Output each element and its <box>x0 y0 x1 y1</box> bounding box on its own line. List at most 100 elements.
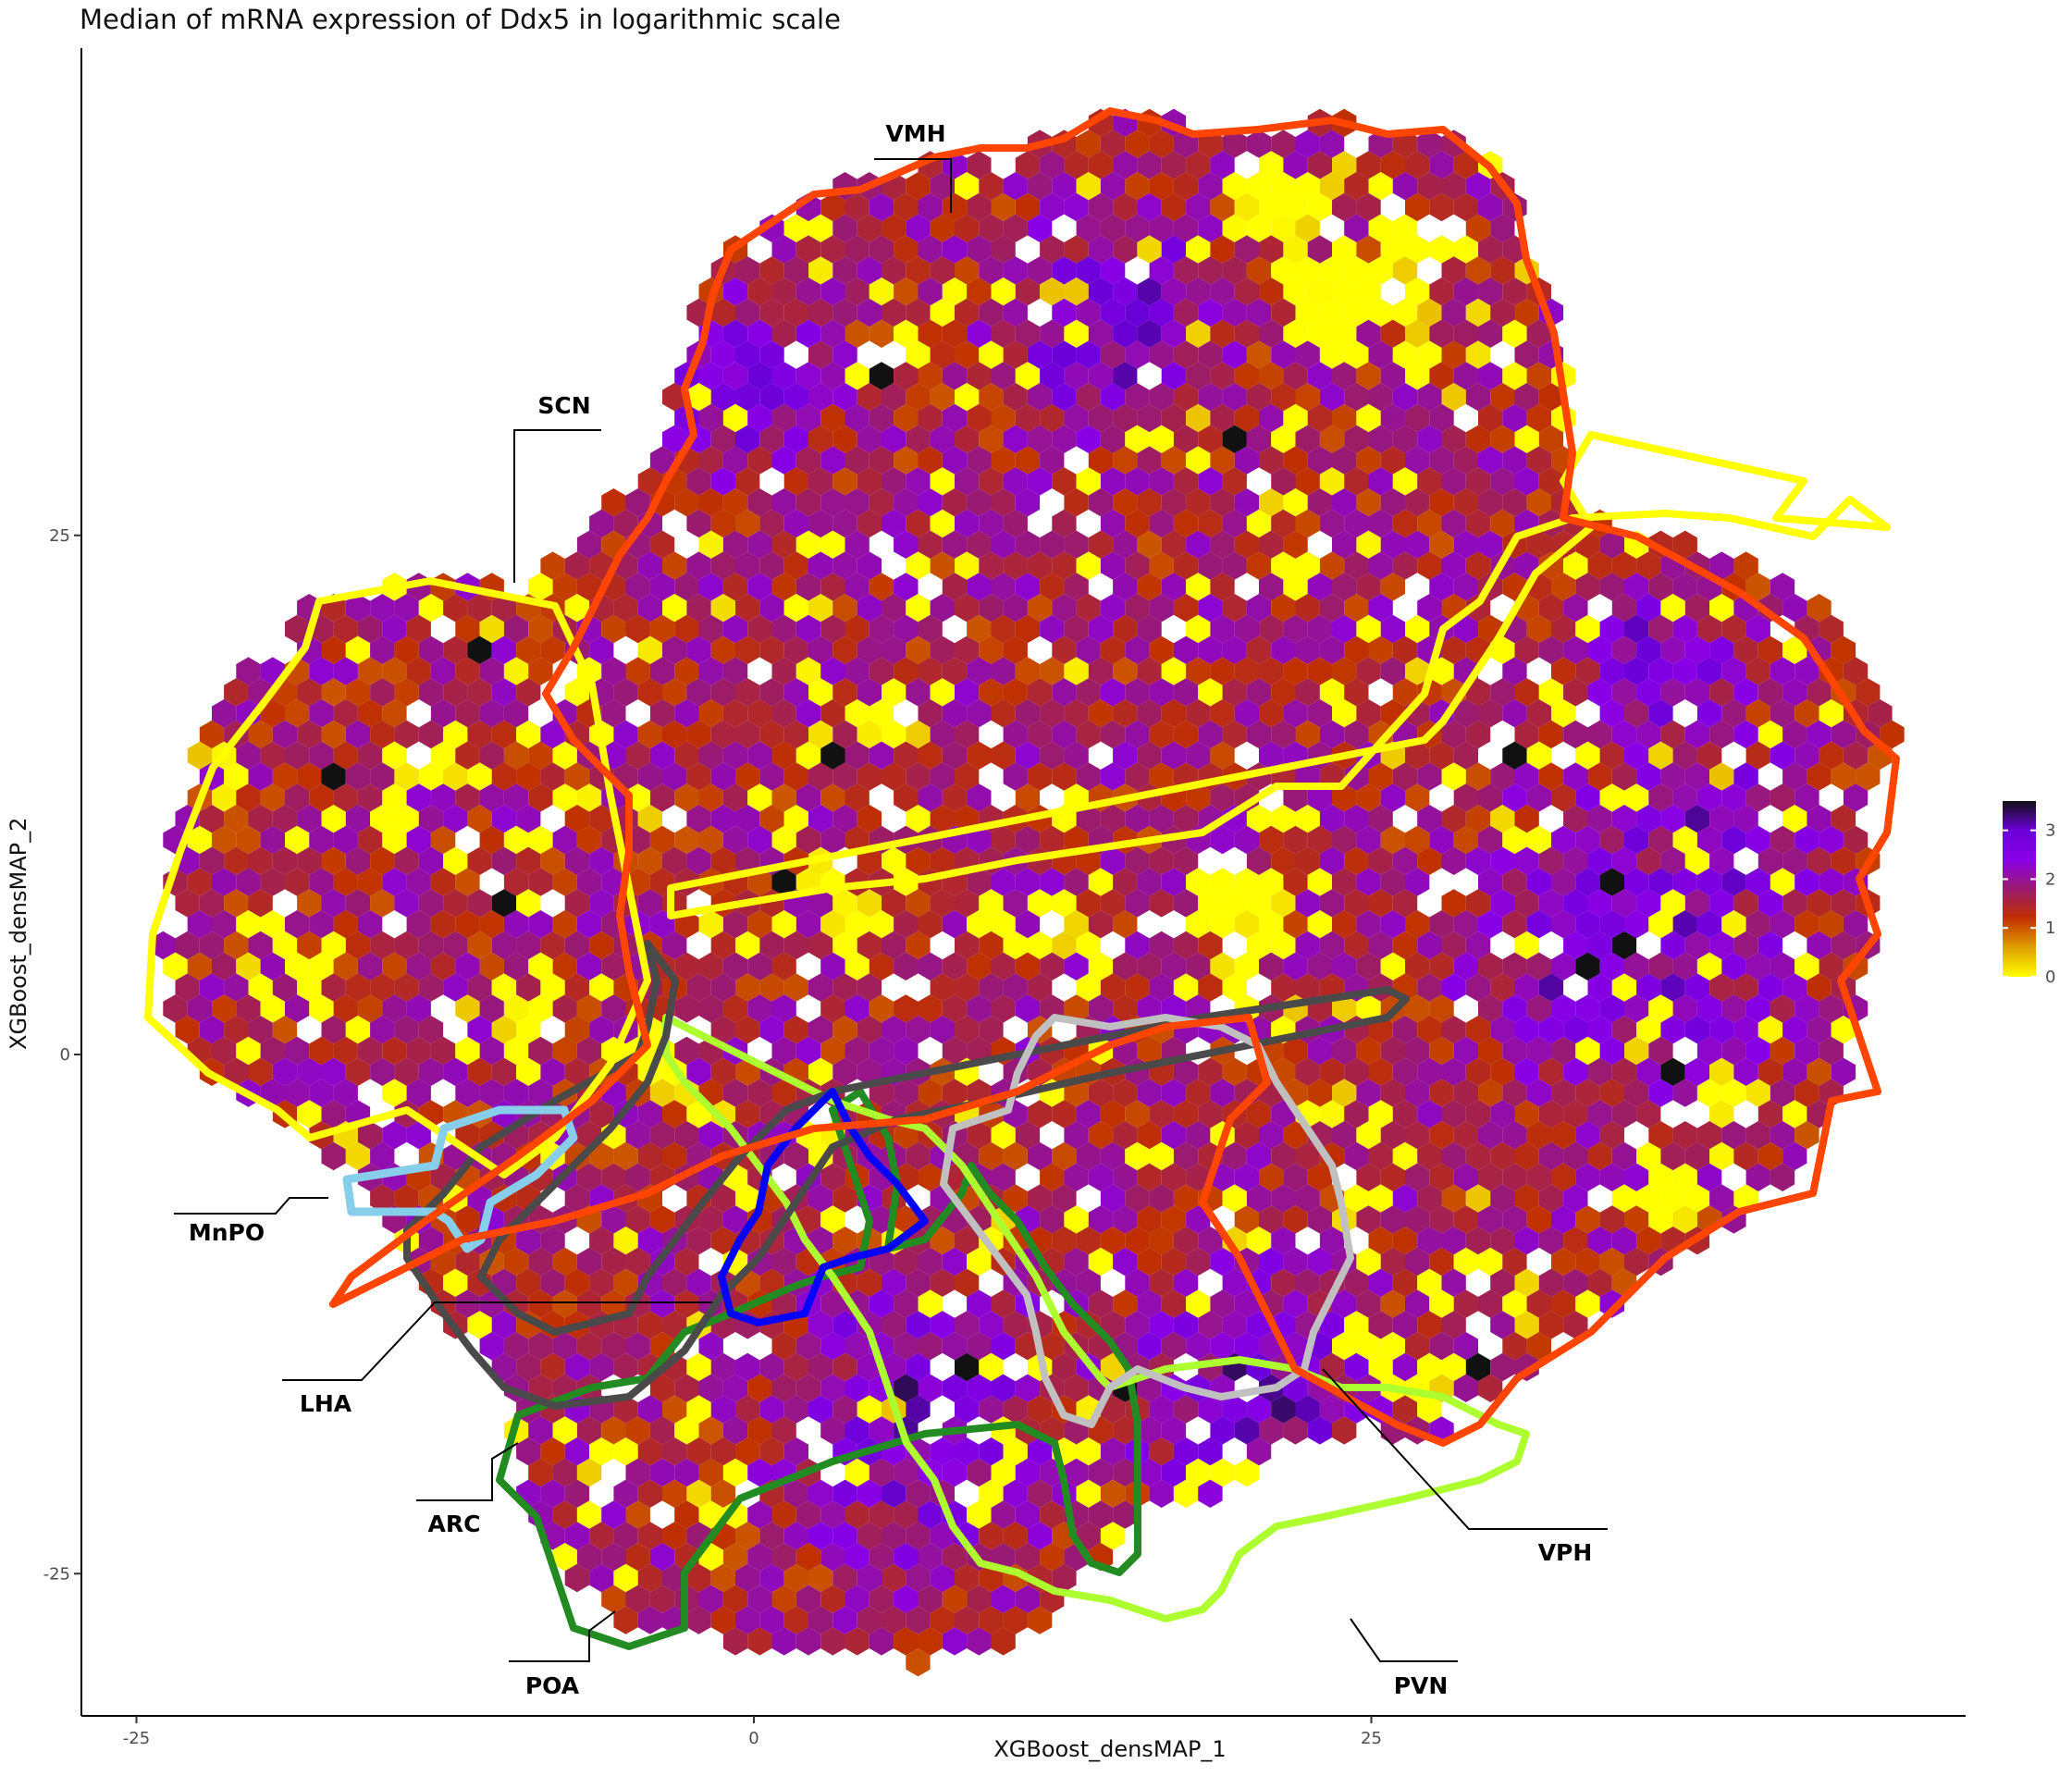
hex-cell <box>1319 1352 1345 1382</box>
hex-cell <box>564 551 590 580</box>
hex-cell <box>686 1227 711 1255</box>
region-outline-lha <box>403 940 1410 1410</box>
hex-cell <box>1003 1311 1028 1339</box>
hex-cell <box>882 678 906 707</box>
hex-cell <box>930 298 955 327</box>
hex-cell <box>686 1268 711 1297</box>
hex-cell <box>1064 952 1089 980</box>
hex-cell <box>637 1522 662 1550</box>
hex-cell <box>979 635 1004 664</box>
hex-cell <box>1307 910 1332 939</box>
hex-cell <box>1587 1016 1612 1044</box>
hex-cell <box>1672 910 1697 939</box>
hex-cell <box>1161 657 1187 685</box>
hex-cell <box>808 1606 833 1634</box>
hex-cell <box>418 594 444 623</box>
hex-cell <box>832 889 857 918</box>
hex-cell <box>552 741 577 770</box>
hex-cell <box>601 614 626 644</box>
hex-cell <box>236 657 261 685</box>
hex-cell <box>832 1352 857 1382</box>
hex-cell <box>857 467 882 496</box>
hex-cell <box>272 1057 298 1086</box>
hex-cell <box>1283 1121 1308 1150</box>
hex-cell <box>1599 1121 1624 1150</box>
hex-cell <box>418 762 444 791</box>
hex-cell <box>1770 783 1795 812</box>
hex-cell <box>1563 594 1588 623</box>
hex-cell <box>918 1289 943 1318</box>
hex-cell <box>979 383 1004 412</box>
hex-cell <box>455 614 480 644</box>
hex-cell <box>1563 1268 1588 1297</box>
hex-cell <box>1210 741 1235 770</box>
hex-cell <box>894 446 919 475</box>
hex-cell <box>1222 383 1247 412</box>
hex-cell <box>1526 1332 1551 1361</box>
hex-cell <box>882 1311 906 1339</box>
hex-cell <box>1368 889 1393 918</box>
hex-cell <box>1307 403 1332 433</box>
hex-cell <box>309 1036 334 1066</box>
hex-cell <box>1502 278 1527 306</box>
hex-cell <box>1648 1036 1673 1066</box>
hex-cell <box>1186 783 1211 812</box>
hex-cell <box>1514 1016 1539 1044</box>
hex-cell <box>1003 298 1028 327</box>
hex-cell <box>747 278 772 306</box>
hex-cell <box>1636 889 1661 918</box>
hex-cell <box>1125 298 1150 327</box>
hex-cell <box>1210 403 1235 433</box>
hex-cell <box>698 1332 723 1361</box>
hex-cell <box>1259 151 1284 179</box>
hex-cell <box>1015 910 1041 939</box>
hex-cell <box>1441 1016 1466 1044</box>
hex-cell <box>1271 931 1296 960</box>
hex-cell <box>503 1036 529 1066</box>
hex-cell <box>662 762 687 791</box>
hex-cell <box>1405 783 1430 812</box>
hex-cell <box>163 994 188 1023</box>
hex-cell <box>491 762 517 791</box>
hex-cell <box>1478 952 1503 980</box>
hex-cell <box>894 192 919 222</box>
hex-cell <box>1733 635 1758 664</box>
hex-cell <box>808 678 833 707</box>
hex-cell <box>430 1036 456 1066</box>
hex-cell <box>1429 1163 1454 1191</box>
hex-cell <box>1551 1079 1576 1107</box>
hex-cell <box>455 1205 480 1234</box>
hex-cell <box>236 825 261 855</box>
hex-cell <box>906 1311 931 1339</box>
hex-cell <box>1295 172 1320 201</box>
hex-cell <box>1052 678 1077 707</box>
hex-cell <box>930 973 955 1002</box>
hex-cell <box>1088 1121 1114 1150</box>
hex-cell <box>832 256 857 285</box>
hex-cell <box>1770 952 1795 980</box>
hex-cell <box>735 551 760 580</box>
hex-cell <box>1514 340 1539 369</box>
hex-cell <box>528 994 553 1023</box>
hex-cell <box>589 846 614 875</box>
hex-cell <box>589 973 614 1002</box>
hex-cell <box>1149 1437 1174 1466</box>
hex-cell <box>1392 1352 1418 1382</box>
hex-cell <box>674 1374 699 1402</box>
hex-cell <box>1173 340 1199 369</box>
hex-cell <box>1599 868 1624 896</box>
hex-cell <box>1453 1374 1478 1402</box>
hex-cell <box>455 1289 480 1318</box>
hex-cell <box>1052 1100 1077 1128</box>
hex-cell <box>1003 1395 1028 1424</box>
hex-cell <box>1611 931 1637 960</box>
hex-cell <box>613 1522 638 1550</box>
hex-cell <box>857 256 882 285</box>
hex-cell <box>1733 762 1758 791</box>
hex-cell <box>747 1585 772 1613</box>
hex-cell <box>1819 614 1844 644</box>
hex-cell <box>1271 130 1296 158</box>
hex-cell <box>1052 340 1077 369</box>
hex-cell <box>1173 1437 1199 1466</box>
hex-cell <box>589 805 614 833</box>
